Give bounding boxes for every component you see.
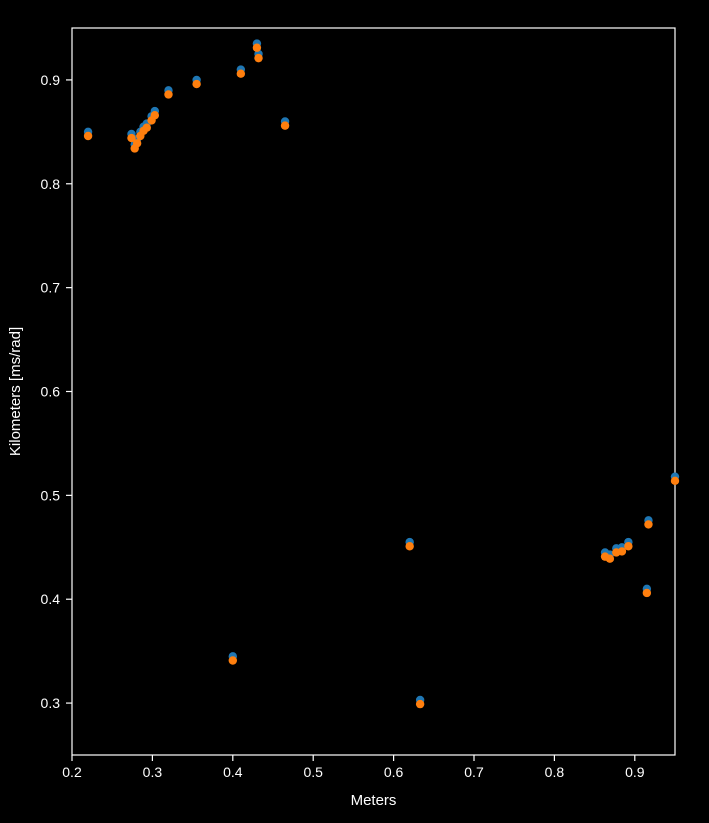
x-tick-label: 0.3	[143, 764, 163, 780]
point-series-b	[229, 656, 237, 664]
point-series-b	[281, 121, 289, 129]
x-tick-label: 0.6	[384, 764, 404, 780]
point-series-b	[253, 44, 261, 52]
x-tick-label: 0.8	[545, 764, 565, 780]
y-tick-label: 0.5	[41, 487, 61, 503]
x-tick-label: 0.9	[625, 764, 645, 780]
point-series-b	[237, 69, 245, 77]
plot-background	[0, 0, 709, 823]
point-series-b	[624, 542, 632, 550]
point-series-b	[405, 542, 413, 550]
point-series-b	[671, 477, 679, 485]
point-series-b	[416, 700, 424, 708]
x-tick-label: 0.4	[223, 764, 243, 780]
point-series-b	[84, 132, 92, 140]
point-series-b	[254, 54, 262, 62]
point-series-b	[133, 139, 141, 147]
scatter-chart: 0.2 0.3 0.4 0.5 0.6 0.7 0.8 0.9 0.3 0.4 0.5 0.6 0.7 0…	[0, 0, 709, 823]
x-axis-label: Meters	[351, 792, 397, 809]
point-series-b	[644, 520, 652, 528]
y-tick-label: 0.9	[41, 72, 61, 88]
y-tick-label: 0.4	[41, 591, 61, 607]
y-tick-label: 0.3	[41, 695, 61, 711]
point-series-b	[151, 111, 159, 119]
y-axis-label: Kilometers [ms/rad]	[7, 327, 24, 456]
x-tick-label: 0.7	[464, 764, 484, 780]
y-tick-label: 0.8	[41, 176, 61, 192]
y-tick-label: 0.6	[41, 384, 61, 400]
x-tick-label: 0.5	[303, 764, 323, 780]
point-series-b	[192, 80, 200, 88]
x-tick-label: 0.2	[62, 764, 82, 780]
point-series-b	[164, 90, 172, 98]
y-tick-label: 0.7	[41, 280, 61, 296]
point-series-b	[143, 124, 151, 132]
point-series-b	[606, 555, 614, 563]
point-series-b	[643, 589, 651, 597]
